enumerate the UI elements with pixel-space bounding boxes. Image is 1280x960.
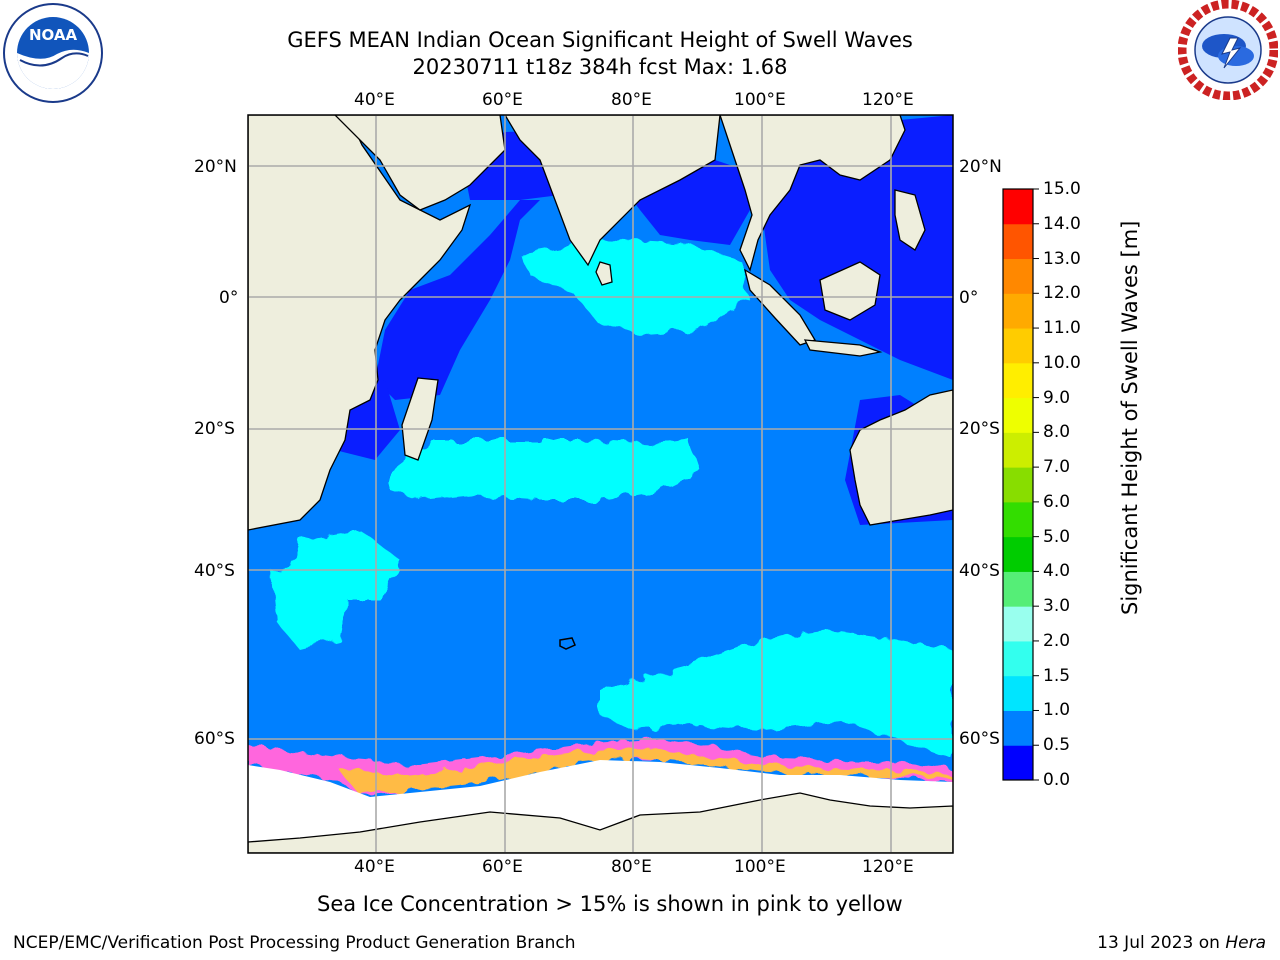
colorbar-segment — [1003, 362, 1033, 399]
lon-label-bottom-40e: 40°E — [354, 857, 395, 877]
footer-date: 13 Jul 2023 on — [1097, 933, 1226, 953]
colorbar-title: Significant Height of Swell Waves [m] — [1117, 221, 1143, 615]
colorbar-segment — [1003, 189, 1033, 225]
colorbar-tick-label: 7.0 — [1043, 457, 1071, 478]
colorbar-segment — [1003, 606, 1033, 642]
madagascar-land — [401, 377, 439, 461]
lon-label-top-60e: 60°E — [482, 90, 523, 110]
graticule — [248, 115, 953, 853]
chart-title-line2: 20230711 t18z 384h fcst Max: 1.68 — [412, 55, 788, 79]
lon-label-top-120e: 120°E — [862, 90, 914, 110]
colorbar-segment — [1003, 258, 1033, 294]
lat-label-left-0: 0° — [219, 288, 239, 308]
colorbar-tick-label: 12.0 — [1043, 283, 1081, 304]
chart-title-line1: GEFS MEAN Indian Ocean Significant Heigh… — [287, 28, 913, 52]
lon-label-top-100e: 100°E — [734, 90, 786, 110]
borneo-land — [819, 261, 881, 321]
lat-label-left-40s: 40°S — [194, 561, 235, 581]
high-swell-areas — [270, 240, 953, 760]
colorbar-segment — [1003, 571, 1033, 607]
colorbar-tick-label: 14.0 — [1043, 213, 1081, 234]
lat-label-left-20s: 20°S — [194, 419, 235, 439]
colorbar-segment — [1003, 501, 1033, 538]
australia-land — [849, 389, 953, 526]
lat-label-right-20s: 20°S — [959, 419, 1000, 439]
kerguelen-island — [559, 637, 576, 650]
colorbar-segment — [1003, 536, 1033, 572]
lat-label-left-20n: 20°N — [194, 157, 237, 177]
lat-label-right-20n: 20°N — [959, 157, 1002, 177]
colorbar-tick-label: 3.0 — [1043, 596, 1071, 617]
colorbar-tick-label: 9.0 — [1043, 387, 1071, 408]
southeast-asia-land — [719, 115, 906, 272]
colorbar-tick-label: 2.0 — [1043, 630, 1071, 651]
colorbar-title-text: Significant Height of Swell Waves [m] — [1118, 220, 1142, 615]
footer-left: NCEP/EMC/Verification Post Processing Pr… — [13, 933, 576, 953]
colorbar-tick-label: 13.0 — [1043, 248, 1081, 269]
lat-label-right-60s: 60°S — [959, 729, 1000, 749]
colorbar-tick-label: 15.0 — [1043, 179, 1081, 199]
colorbar-segment — [1003, 432, 1033, 468]
sea-ice-caption: Sea Ice Concentration > 15% is shown in … — [317, 892, 903, 916]
colorbar-tick-label: 10.0 — [1043, 352, 1081, 373]
colorbar-tick-label: 8.0 — [1043, 422, 1071, 443]
lat-label-right-0: 0° — [959, 288, 979, 308]
noaa-logo-text: NOAA — [29, 26, 78, 44]
colorbar-tick-label: 1.0 — [1043, 700, 1071, 721]
colorbar-segment — [1003, 328, 1033, 364]
lon-label-bottom-120e: 120°E — [862, 857, 914, 877]
lat-label-right-40s: 40°S — [959, 561, 1000, 581]
lon-label-bottom-100e: 100°E — [734, 857, 786, 877]
lon-label-bottom-80e: 80°E — [611, 857, 652, 877]
colorbar-segment — [1003, 640, 1033, 677]
colorbar-tick-label: 6.0 — [1043, 491, 1071, 512]
colorbar-segment — [1003, 745, 1033, 781]
noaa-logo: NOAA — [3, 3, 103, 103]
colorbar-frame — [1002, 188, 1034, 781]
india-land — [504, 115, 721, 267]
colorbar-tick-label: 0.0 — [1043, 770, 1071, 790]
antarctica-land — [248, 792, 953, 853]
philippines-land — [894, 189, 926, 251]
colorbar-segment — [1003, 675, 1033, 711]
sea-ice-orange-band — [340, 748, 953, 792]
colorbar-segment — [1003, 710, 1033, 746]
colorbar-tick-label: 11.0 — [1043, 318, 1081, 339]
java-land — [803, 339, 883, 357]
arabia-land — [334, 115, 506, 211]
lon-label-top-40e: 40°E — [354, 90, 395, 110]
colorbar-segment — [1003, 467, 1033, 503]
colorbar-tick-label: 5.0 — [1043, 526, 1071, 547]
colorbar-segment — [1003, 293, 1033, 329]
nws-logo — [1178, 0, 1278, 100]
lon-label-top-80e: 80°E — [611, 90, 652, 110]
footer-host: Hera — [1225, 933, 1266, 953]
lon-label-bottom-60e: 60°E — [482, 857, 523, 877]
colorbar-tick-label: 4.0 — [1043, 561, 1071, 582]
colorbar — [1002, 188, 1039, 781]
africa-land — [248, 115, 472, 531]
sri-lanka-land — [595, 261, 613, 286]
colorbar-tick-label: 0.5 — [1043, 735, 1071, 756]
colorbar-segment — [1003, 223, 1033, 260]
colorbar-tick-label: 1.5 — [1043, 665, 1071, 686]
lat-label-left-60s: 60°S — [194, 729, 235, 749]
colorbar-segment — [1003, 397, 1033, 433]
footer-right: 13 Jul 2023 on Hera — [1097, 933, 1266, 953]
map-frame — [247, 114, 954, 854]
